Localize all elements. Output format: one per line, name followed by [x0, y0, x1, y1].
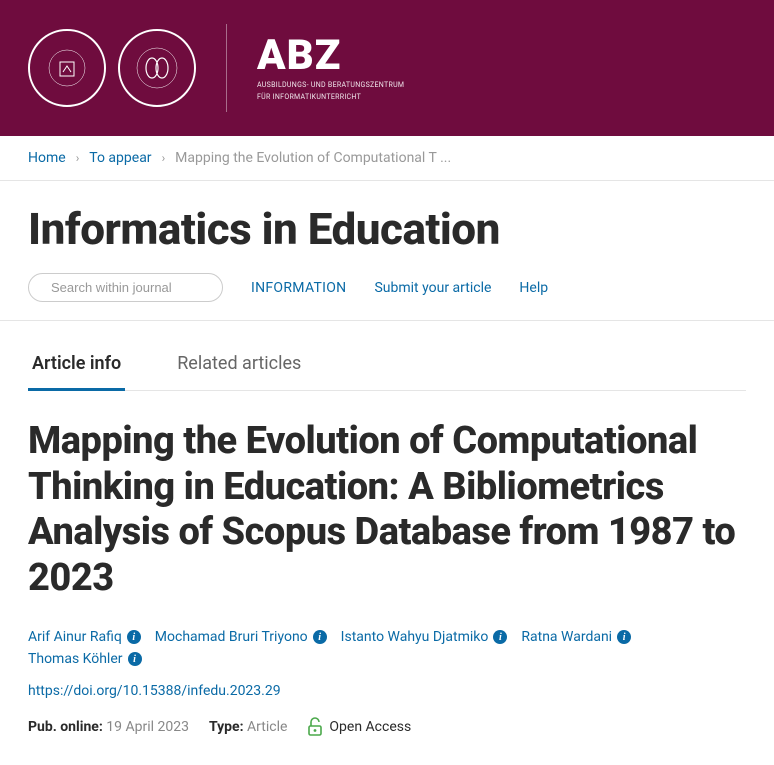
author-link[interactable]: Istanto Wahyu Djatmiko i — [341, 629, 508, 645]
info-icon[interactable]: i — [493, 630, 507, 644]
open-access-label: Open Access — [329, 719, 411, 735]
nav-submit-article[interactable]: Submit your article — [374, 280, 491, 296]
article-tabs: Article info Related articles — [0, 321, 774, 391]
abz-logo-text: ABZ — [257, 35, 404, 77]
author-name: Istanto Wahyu Djatmiko — [341, 629, 489, 645]
doi-link[interactable]: https://doi.org/10.15388/infedu.2023.29 — [28, 683, 746, 699]
nav-information[interactable]: INFORMATION — [251, 280, 346, 296]
info-icon[interactable]: i — [617, 630, 631, 644]
pub-label: Pub. online: — [28, 719, 103, 735]
open-lock-icon — [307, 717, 323, 737]
journal-header: Informatics in Education INFORMATION Sub… — [0, 181, 774, 321]
author-name: Mochamad Bruri Triyono — [155, 629, 308, 645]
institute-seal-icon — [135, 46, 179, 90]
abz-subtitle-2: FÜR INFORMATIKUNTERRICHT — [257, 93, 404, 101]
pub-online: Pub. online: 19 April 2023 — [28, 719, 189, 735]
nav-help[interactable]: Help — [519, 280, 548, 296]
pub-date: 19 April 2023 — [106, 719, 189, 735]
author-name: Ratna Wardani — [521, 629, 612, 645]
author-link[interactable]: Ratna Wardani i — [521, 629, 631, 645]
abz-logo[interactable]: ABZ AUSBILDUNGS- UND BERATUNGSZENTRUM FÜ… — [257, 35, 404, 101]
author-link[interactable]: Thomas Köhler i — [28, 651, 142, 667]
site-header: ABZ AUSBILDUNGS- UND BERATUNGSZENTRUM FÜ… — [0, 0, 774, 136]
author-list: Arif Ainur Rafiq i Mochamad Bruri Triyono… — [28, 629, 746, 667]
journal-nav: INFORMATION Submit your article Help — [28, 273, 746, 302]
chevron-right-icon: › — [162, 151, 166, 165]
search-input[interactable] — [51, 280, 227, 295]
info-icon[interactable]: i — [128, 652, 142, 666]
vilnius-university-logo[interactable] — [28, 29, 106, 107]
chevron-right-icon: › — [76, 151, 80, 165]
article-meta: Pub. online: 19 April 2023 Type: Article… — [28, 717, 746, 737]
author-link[interactable]: Arif Ainur Rafiq i — [28, 629, 141, 645]
institute-logo[interactable] — [118, 29, 196, 107]
type-label: Type: — [209, 719, 244, 735]
abz-subtitle-1: AUSBILDUNGS- UND BERATUNGSZENTRUM — [257, 81, 404, 89]
author-link[interactable]: Mochamad Bruri Triyono i — [155, 629, 327, 645]
breadcrumb-current: Mapping the Evolution of Computational T… — [175, 150, 451, 166]
info-icon[interactable]: i — [313, 630, 327, 644]
journal-title: Informatics in Education — [28, 203, 746, 255]
search-box[interactable] — [28, 273, 223, 302]
breadcrumb: Home › To appear › Mapping the Evolution… — [0, 136, 774, 181]
breadcrumb-to-appear[interactable]: To appear — [89, 150, 151, 166]
tab-article-info[interactable]: Article info — [28, 343, 125, 391]
author-name: Thomas Köhler — [28, 651, 123, 667]
tab-related-articles[interactable]: Related articles — [173, 343, 305, 391]
vilnius-seal-icon — [47, 48, 87, 88]
type-value: Article — [247, 719, 287, 735]
author-name: Arif Ainur Rafiq — [28, 629, 122, 645]
info-icon[interactable]: i — [127, 630, 141, 644]
breadcrumb-home[interactable]: Home — [28, 150, 66, 166]
article-body: Mapping the Evolution of Computational T… — [0, 391, 774, 765]
header-divider — [226, 24, 227, 112]
open-access-badge: Open Access — [307, 717, 411, 737]
article-title: Mapping the Evolution of Computational T… — [28, 419, 746, 601]
article-type: Type: Article — [209, 719, 287, 735]
